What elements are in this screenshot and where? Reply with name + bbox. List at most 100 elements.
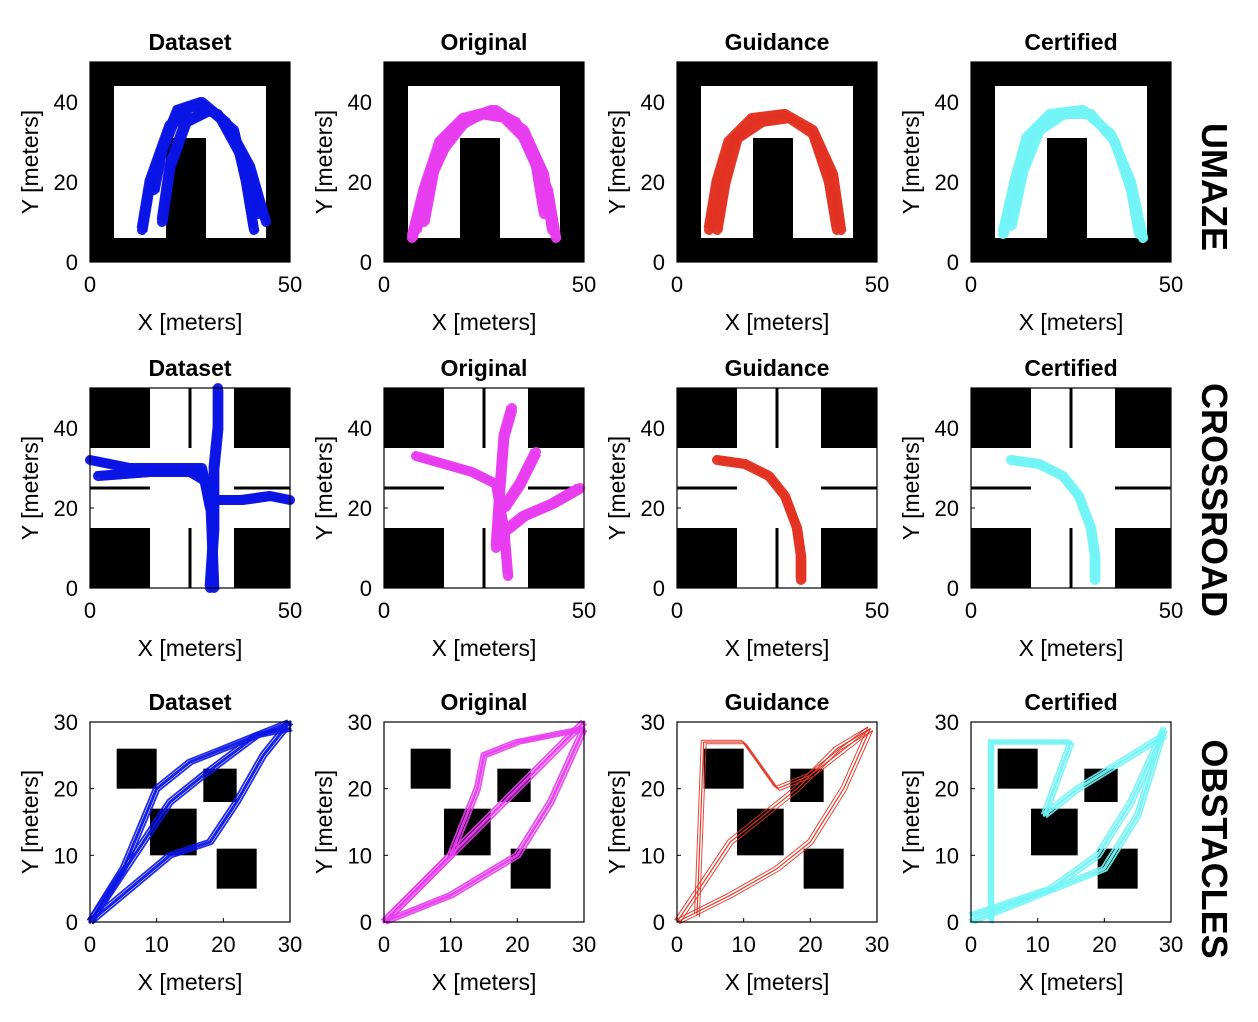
trajectory xyxy=(385,729,587,925)
x-tick-label: 0 xyxy=(965,932,977,957)
trajectory xyxy=(87,719,289,921)
axes-frame xyxy=(89,61,291,263)
y-axis-label: Y [meters] xyxy=(898,436,924,540)
obstacle xyxy=(410,748,451,789)
row-label-crossroad: CROSSROAD xyxy=(1194,383,1235,617)
y-tick-label: 40 xyxy=(935,90,959,115)
trajectory xyxy=(490,405,513,547)
axes-frame xyxy=(970,721,1172,923)
obstacle xyxy=(384,62,408,262)
panel-title: Certified xyxy=(1024,29,1117,55)
y-tick-label: 20 xyxy=(54,496,78,521)
x-axis-label: X [meters] xyxy=(725,635,830,661)
obstacle xyxy=(971,62,1171,86)
panel-obstacles-original: 0 10 20 30 0 10 20 30 Original X [meters] Y [meter… xyxy=(311,689,596,995)
obstacle xyxy=(234,388,290,448)
x-tick-label: 30 xyxy=(1159,932,1183,957)
x-tick-label: 30 xyxy=(572,932,596,957)
obstacle xyxy=(997,748,1038,789)
trajectory xyxy=(212,494,293,505)
y-tick-label: 40 xyxy=(641,90,665,115)
trajectory xyxy=(86,726,288,921)
x-tick-label: 10 xyxy=(144,932,168,957)
y-tick-label: 30 xyxy=(348,710,372,735)
x-axis-label: X [meters] xyxy=(725,969,830,995)
obstacle xyxy=(460,138,500,238)
axes-frame xyxy=(676,61,878,263)
x-tick-label: 50 xyxy=(1159,598,1183,623)
trajectory xyxy=(1005,109,1140,233)
obstacle xyxy=(90,388,150,448)
obstacle xyxy=(971,238,1171,262)
y-tick-label: 20 xyxy=(641,777,665,802)
obstacle xyxy=(703,748,744,789)
y-tick-label: 20 xyxy=(935,170,959,195)
panel-title: Guidance xyxy=(725,29,830,55)
trajectory xyxy=(676,728,871,923)
obstacle xyxy=(90,62,114,262)
panel-title: Dataset xyxy=(148,689,231,715)
trajectory xyxy=(417,454,514,579)
panel-umaze-guidance: 0 50 0 20 40 Guidance X [meters] Y [meters] xyxy=(604,29,889,335)
obstacle xyxy=(90,528,150,588)
trajectory xyxy=(161,108,260,233)
y-tick-label: 10 xyxy=(935,843,959,868)
trajectory xyxy=(382,727,586,924)
x-tick-label: 0 xyxy=(378,272,390,297)
y-tick-label: 0 xyxy=(360,910,372,935)
trajectory xyxy=(711,113,838,229)
obstacle xyxy=(971,528,1031,588)
y-tick-label: 40 xyxy=(641,416,665,441)
trajectory xyxy=(156,105,255,229)
x-tick-label: 50 xyxy=(865,598,889,623)
x-axis-label: X [meters] xyxy=(138,309,243,335)
trajectory xyxy=(91,723,294,925)
trajectory xyxy=(698,730,874,918)
trajectory xyxy=(968,726,1163,915)
obstacle xyxy=(821,388,877,448)
x-axis-label: X [meters] xyxy=(432,309,537,335)
axes-frame xyxy=(89,387,291,589)
y-tick-label: 10 xyxy=(348,843,372,868)
y-tick-label: 0 xyxy=(653,250,665,275)
y-tick-label: 20 xyxy=(348,496,372,521)
axes-frame xyxy=(89,721,291,923)
axes-frame xyxy=(383,721,585,923)
x-tick-label: 50 xyxy=(572,272,596,297)
axes-frame xyxy=(383,61,585,263)
trajectory xyxy=(679,730,874,925)
x-axis-label: X [meters] xyxy=(725,309,830,335)
y-tick-label: 20 xyxy=(641,170,665,195)
panel-title: Dataset xyxy=(148,29,231,55)
y-axis-label: Y [meters] xyxy=(898,110,924,214)
x-tick-label: 10 xyxy=(731,932,755,957)
y-tick-label: 0 xyxy=(360,576,372,601)
y-tick-label: 0 xyxy=(653,576,665,601)
x-tick-label: 50 xyxy=(278,272,302,297)
obstacle xyxy=(216,848,257,889)
x-axis-label: X [meters] xyxy=(432,635,537,661)
row-label-obstacles: OBSTACLES xyxy=(1194,739,1235,958)
y-tick-label: 20 xyxy=(54,777,78,802)
panel-umaze-dataset: 0 50 0 20 40 Dataset X [meters] Y [meters] xyxy=(17,29,302,335)
obstacle xyxy=(203,768,237,802)
obstacle xyxy=(116,748,157,789)
trajectory xyxy=(499,448,537,508)
obstacle xyxy=(90,238,290,262)
x-tick-label: 50 xyxy=(278,598,302,623)
obstacle xyxy=(677,62,877,86)
obstacle xyxy=(853,62,877,262)
y-tick-label: 10 xyxy=(641,843,665,868)
y-tick-label: 40 xyxy=(348,90,372,115)
x-tick-label: 50 xyxy=(1159,272,1183,297)
trajectory xyxy=(88,727,292,924)
x-tick-label: 30 xyxy=(278,932,302,957)
y-tick-label: 0 xyxy=(947,250,959,275)
y-tick-label: 30 xyxy=(935,710,959,735)
y-tick-label: 10 xyxy=(54,843,78,868)
obstacle xyxy=(384,238,584,262)
panel-crossroad-dataset: 0 50 0 20 40 Dataset X [meters] Y [meters] xyxy=(17,355,302,661)
y-axis-label: Y [meters] xyxy=(311,110,337,214)
obstacle xyxy=(1115,528,1171,588)
